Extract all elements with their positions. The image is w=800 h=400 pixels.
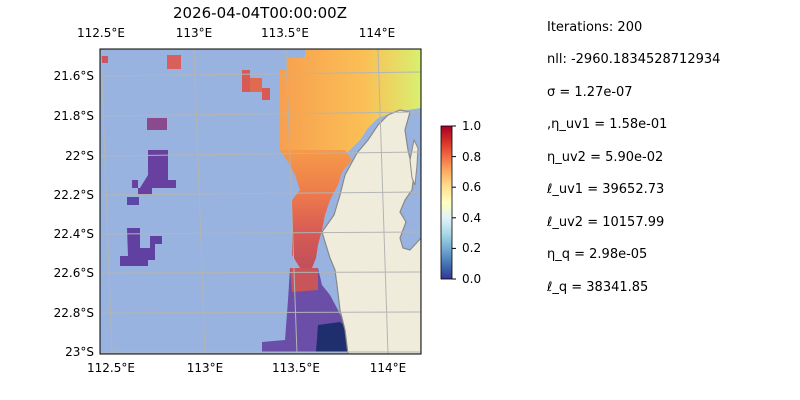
lat-tick-1: 21.6°S (53, 69, 94, 83)
lon-tick-bottom-1: 112.5°E (87, 361, 135, 375)
lat-tick-4: 22.2°S (53, 188, 94, 202)
colorbar-ticks (452, 125, 456, 280)
field-patch-middle (280, 150, 352, 268)
stat-eta-uv2: η_uv2 = 5.90e-02 (547, 150, 664, 165)
stat-ell-uv2: ℓ_uv2 = 10157.99 (547, 215, 665, 230)
lat-tick-5: 22.4°S (53, 227, 94, 241)
lon-tick-top-1: 112.5°E (77, 26, 125, 40)
colorbar-label-5: 0.2 (462, 241, 482, 255)
field-patch-west-1 (132, 150, 176, 195)
field-cell (250, 78, 262, 92)
colorbar-label-4: 0.4 (462, 211, 482, 225)
field-cell (167, 55, 181, 69)
stat-sigma: σ = 1.27e-07 (547, 85, 633, 100)
colorbar-label-2: 0.8 (462, 150, 482, 164)
colorbar-label-3: 0.6 (462, 180, 482, 194)
stat-ell-uv1: ℓ_uv1 = 39652.73 (547, 182, 665, 197)
field-patch-south-dark (316, 322, 350, 352)
field-patch-north (280, 49, 421, 156)
stat-nll: nll: -2960.1834528712934 (547, 52, 721, 67)
lon-tick-top-4: 114°E (358, 26, 396, 40)
stat-ell-q: ℓ_q = 38341.85 (547, 280, 649, 295)
lat-tick-2: 21.8°S (53, 109, 94, 123)
island-coast (409, 138, 419, 186)
lat-tick-6: 22.6°S (53, 266, 94, 280)
colorbar-label-6: 0.0 (462, 272, 482, 286)
lon-tick-top-3: 113.5°E (261, 26, 309, 40)
map-frame (99, 48, 422, 355)
field-cell (147, 118, 167, 130)
lon-tick-bottom-3: 113.5°E (272, 361, 320, 375)
colorbar-label-1: 1.0 (462, 119, 482, 133)
graticule (100, 49, 421, 354)
field-patch-south-red (290, 268, 318, 292)
lat-tick-3: 22°S (65, 149, 94, 163)
lon-tick-top-2: 113°E (175, 26, 213, 40)
stat-eta-q: η_q = 2.98e-05 (547, 247, 648, 262)
field-patch-west-2 (120, 228, 162, 266)
stat-iterations: Iterations: 200 (547, 20, 643, 35)
lat-tick-8: 23°S (65, 345, 94, 359)
field-cell (127, 197, 139, 205)
lon-tick-bottom-2: 113°E (186, 361, 224, 375)
lon-tick-bottom-4: 114°E (369, 361, 407, 375)
lat-tick-7: 22.8°S (53, 306, 94, 320)
field-cell (262, 88, 270, 100)
stat-eta-uv1: ,η_uv1 = 1.58e-01 (547, 117, 668, 132)
field-cell (101, 56, 108, 63)
plot-title: 2026-04-04T00:00:00Z (173, 4, 347, 22)
field-cell (242, 70, 250, 92)
colorbar (440, 125, 453, 280)
